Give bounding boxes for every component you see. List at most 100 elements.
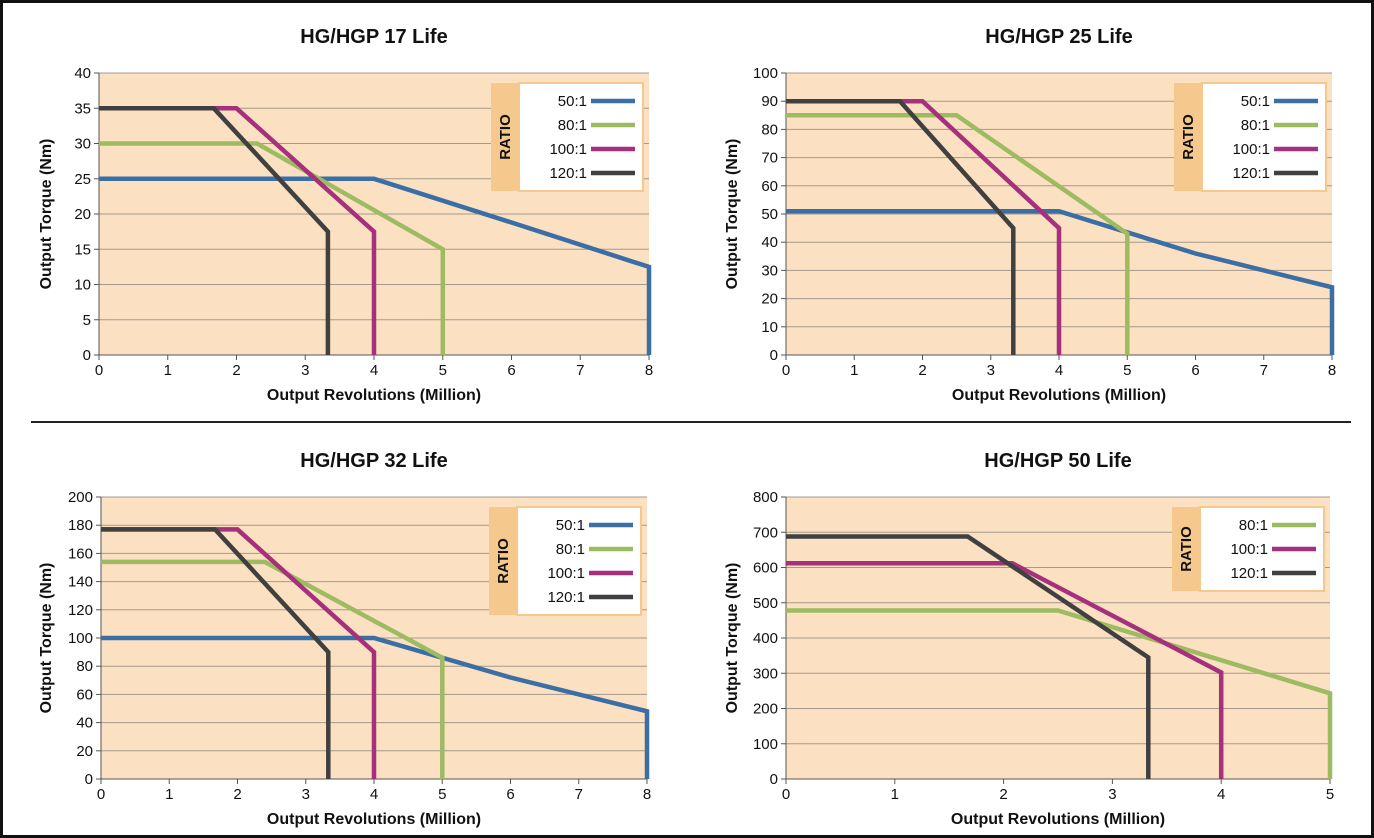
y-tick-label: 20: [76, 743, 93, 760]
x-tick-label: 3: [301, 362, 309, 379]
y-tick-label: 100: [753, 736, 778, 753]
legend-title-tab: [491, 83, 519, 191]
legend-entry-label: 100:1: [547, 565, 585, 582]
y-tick-label: 0: [83, 347, 91, 364]
series-line-120-1: [101, 527, 331, 779]
y-tick-label: 200: [753, 701, 778, 718]
y-tick-label: 0: [85, 771, 93, 788]
x-tick-label: 7: [575, 786, 583, 803]
x-tick-label: 4: [370, 786, 378, 803]
series-line-100-1: [786, 561, 1224, 779]
divider: [31, 421, 1351, 423]
x-tick-label: 3: [302, 786, 310, 803]
x-tick-label: 7: [576, 362, 584, 379]
y-tick-label: 120: [68, 602, 93, 619]
y-axis-label: Output Torque (Nm): [38, 563, 55, 714]
y-tick-label: 60: [76, 686, 93, 703]
x-tick-label: 5: [439, 362, 447, 379]
y-tick-label: 180: [68, 517, 93, 534]
legend-title-tab: [489, 507, 517, 615]
y-tick-label: 80: [76, 658, 93, 675]
y-axis-label: Output Torque (Nm): [38, 139, 55, 290]
series-line-50-1: [99, 176, 652, 355]
y-tick-label: 80: [761, 121, 778, 138]
series-line-120-1: [786, 98, 1016, 355]
x-tick-label: 2: [999, 786, 1007, 803]
x-tick-label: 0: [95, 362, 103, 379]
x-tick-label: 8: [1328, 362, 1336, 379]
x-axis-label: Output Revolutions (Million): [951, 811, 1165, 828]
chart-title: HG/HGP 50 Life: [984, 450, 1131, 472]
x-tick-label: 0: [782, 786, 790, 803]
x-tick-label: 3: [1108, 786, 1116, 803]
legend-entry-label: 80:1: [558, 117, 587, 134]
y-tick-label: 90: [761, 93, 778, 110]
x-tick-label: 1: [850, 362, 858, 379]
legend-entry-label: 50:1: [1241, 93, 1270, 110]
chart-svg: HG/HGP 25 Life 0 10 20 30 40 50 60 70 80 90 100 0 1 2 3…: [724, 26, 1336, 404]
y-tick-label: 800: [753, 489, 778, 506]
y-tick-label: 70: [761, 150, 778, 167]
y-tick-label: 100: [68, 630, 93, 647]
series-line-120-1: [786, 534, 1151, 779]
x-tick-label: 1: [165, 786, 173, 803]
legend: RATIO 50:1 80:1 100:1 120:1: [1174, 82, 1327, 192]
series-line-80-1: [786, 113, 1130, 355]
y-tick-label: 20: [74, 206, 91, 223]
chart-title: HG/HGP 17 Life: [300, 26, 447, 48]
x-tick-label: 0: [782, 362, 790, 379]
legend-entry-label: 50:1: [556, 517, 585, 534]
x-tick-label: 1: [891, 786, 899, 803]
y-tick-label: 600: [753, 560, 778, 577]
chart-panel-3: HG/HGP 32 Life 0 20 40 60 80 100 120 140 160 180 20…: [3, 425, 689, 837]
y-tick-label: 200: [68, 489, 93, 506]
x-tick-label: 5: [1123, 362, 1131, 379]
y-tick-label: 500: [753, 595, 778, 612]
x-axis-label: Output Revolutions (Million): [267, 811, 481, 828]
chart-title: HG/HGP 25 Life: [985, 26, 1132, 48]
x-tick-label: 5: [1326, 786, 1334, 803]
series-line-80-1: [99, 141, 446, 355]
y-tick-label: 40: [76, 715, 93, 732]
x-tick-label: 7: [1260, 362, 1268, 379]
chart-panel-1: HG/HGP 17 Life 0 5 10 15 20 25 30 35 40 0 1 2 3 4 5 6 7 8 O…: [3, 3, 689, 421]
legend-title-tab: [1172, 507, 1200, 591]
y-tick-label: 40: [74, 65, 91, 82]
legend-title: RATIO: [497, 114, 514, 160]
legend-entry-label: 100:1: [549, 141, 587, 158]
legend: RATIO 50:1 80:1 100:1 120:1: [491, 82, 644, 192]
y-tick-label: 30: [761, 262, 778, 279]
legend-title-tab: [1174, 83, 1202, 191]
legend-entry-label: 100:1: [1230, 541, 1268, 558]
x-tick-label: 2: [233, 786, 241, 803]
y-tick-label: 30: [74, 136, 91, 153]
legend-title: RATIO: [1180, 114, 1197, 160]
y-tick-label: 100: [753, 65, 778, 82]
x-tick-label: 3: [987, 362, 995, 379]
legend-entry-label: 120:1: [549, 165, 587, 182]
chart-svg: HG/HGP 32 Life02040608010012014016018020…: [38, 450, 651, 828]
y-tick-label: 0: [770, 347, 778, 364]
y-tick-label: 140: [68, 574, 93, 591]
y-tick-label: 10: [761, 319, 778, 336]
legend-entry-label: 50:1: [558, 93, 587, 110]
x-tick-label: 8: [643, 786, 651, 803]
y-tick-label: 35: [74, 100, 91, 117]
legend-entry-label: 80:1: [556, 541, 585, 558]
y-tick-label: 40: [761, 234, 778, 251]
x-tick-label: 6: [507, 362, 515, 379]
y-tick-label: 400: [753, 630, 778, 647]
chart-svg: HG/HGP 17 Life 0 5 10 15 20 25 30 35 40 0 1 2 3 4 5 6 7 8 O…: [38, 26, 653, 404]
x-axis-label: Output Revolutions (Million): [267, 387, 481, 404]
series-line-80-1: [101, 559, 445, 779]
chart-panel-4: HG/HGP 50 Life 0 100 200 300 400 500 600 700 800 0…: [689, 425, 1374, 837]
series-line-120-1: [99, 106, 331, 355]
x-tick-label: 1: [164, 362, 172, 379]
y-tick-label: 60: [761, 178, 778, 195]
y-tick-label: 10: [74, 277, 91, 294]
y-tick-label: 160: [68, 545, 93, 562]
x-tick-label: 4: [1055, 362, 1063, 379]
series-line-50-1: [101, 635, 650, 779]
legend-title: RATIO: [495, 538, 512, 584]
